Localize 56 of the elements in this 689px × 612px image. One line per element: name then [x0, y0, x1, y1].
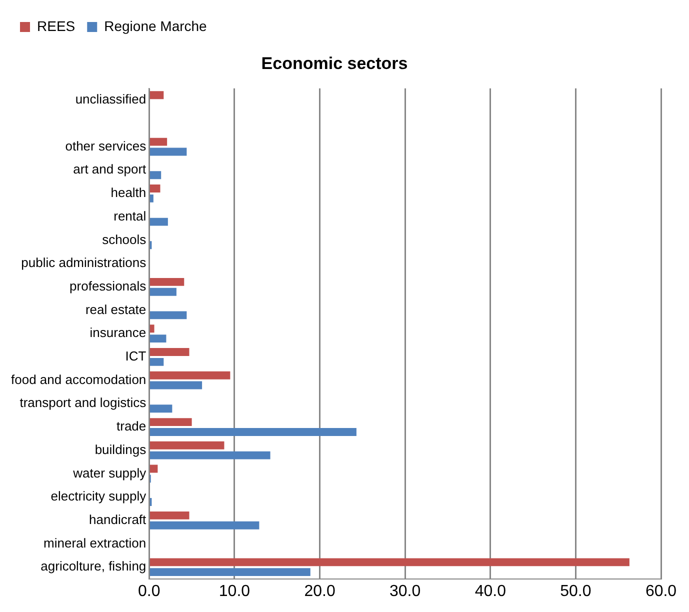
y-tick-label: insurance — [90, 325, 146, 340]
y-tick-label: other services — [65, 138, 147, 154]
y-tick-label: health — [110, 185, 146, 200]
bar — [150, 558, 630, 566]
y-tick-label: trade — [116, 418, 146, 434]
bar — [150, 194, 154, 202]
y-tick-label: public administrations — [21, 255, 147, 270]
bar — [150, 348, 190, 356]
bar — [150, 148, 187, 156]
bar — [150, 358, 164, 366]
y-tick-label: schools — [102, 232, 147, 247]
bar — [150, 451, 270, 460]
x-tick-label: 40.0 — [474, 582, 506, 600]
bar — [150, 371, 230, 380]
x-tick-label: 20.0 — [304, 582, 336, 600]
bar — [150, 171, 162, 180]
x-tick-label: 50.0 — [560, 582, 592, 600]
bar — [150, 278, 184, 286]
bar — [150, 464, 158, 473]
bar — [150, 511, 190, 520]
x-tick-label: 0.0 — [138, 582, 160, 600]
bar — [150, 311, 187, 320]
y-tick-label: real estate — [85, 302, 146, 317]
y-tick-label: professionals — [70, 278, 147, 294]
y-tick-label: handicraft — [89, 512, 147, 527]
bar — [150, 428, 356, 436]
bar — [150, 324, 154, 333]
bar — [150, 288, 176, 296]
y-tick-label: buildings — [94, 442, 147, 457]
y-tick-label: water supply — [72, 465, 147, 480]
bar — [150, 568, 310, 576]
bar — [150, 91, 164, 100]
y-tick-label: ICT — [125, 348, 146, 364]
y-tick-label: rental — [114, 208, 146, 224]
legend-label: Regione Marche — [104, 18, 208, 34]
y-tick-label: mineral extraction — [44, 535, 146, 550]
x-tick-label: 60.0 — [645, 582, 677, 600]
bar — [150, 418, 192, 426]
y-tick-label: agricolture, fishing — [40, 558, 146, 574]
y-tick-label: art and sport — [73, 162, 147, 177]
bar — [150, 138, 168, 146]
bar — [150, 218, 168, 226]
y-tick-label: transport and logistics — [20, 395, 147, 410]
bar — [150, 334, 166, 343]
x-tick-label: 30.0 — [390, 582, 421, 600]
chart-title: Economic sectors — [261, 54, 408, 73]
bar — [150, 184, 160, 192]
x-tick-label: 10.0 — [218, 582, 250, 600]
bar — [150, 441, 224, 450]
y-tick-label: food and accomodation — [11, 372, 146, 387]
y-tick-label: electricity supply — [50, 488, 147, 504]
bar — [150, 404, 172, 413]
y-tick-label: uncliassified — [75, 92, 146, 107]
bar — [150, 521, 260, 530]
bar — [150, 381, 202, 390]
legend-label: REES — [37, 18, 76, 34]
